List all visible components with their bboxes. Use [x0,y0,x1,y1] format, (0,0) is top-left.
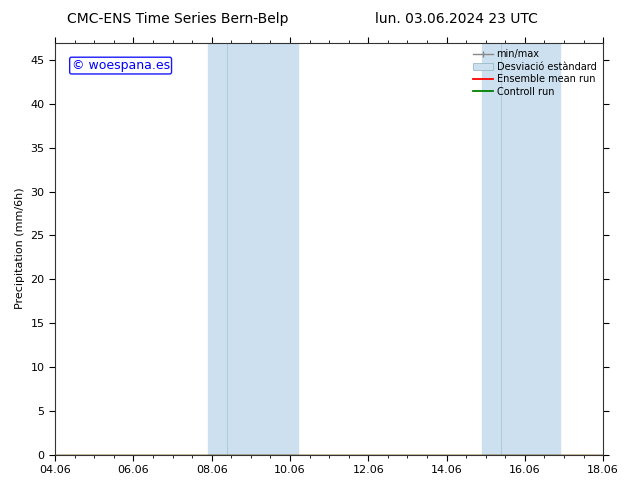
Y-axis label: Precipitation (mm/6h): Precipitation (mm/6h) [15,188,25,309]
Bar [208,43,298,455]
Legend: min/max, Desviació estàndard, Ensemble mean run, Controll run: min/max, Desviació estàndard, Ensemble m… [469,46,600,100]
Text: © woespana.es: © woespana.es [72,59,170,72]
Text: lun. 03.06.2024 23 UTC: lun. 03.06.2024 23 UTC [375,12,538,26]
Bar [482,43,560,455]
Text: CMC-ENS Time Series Bern-Belp: CMC-ENS Time Series Bern-Belp [67,12,288,26]
